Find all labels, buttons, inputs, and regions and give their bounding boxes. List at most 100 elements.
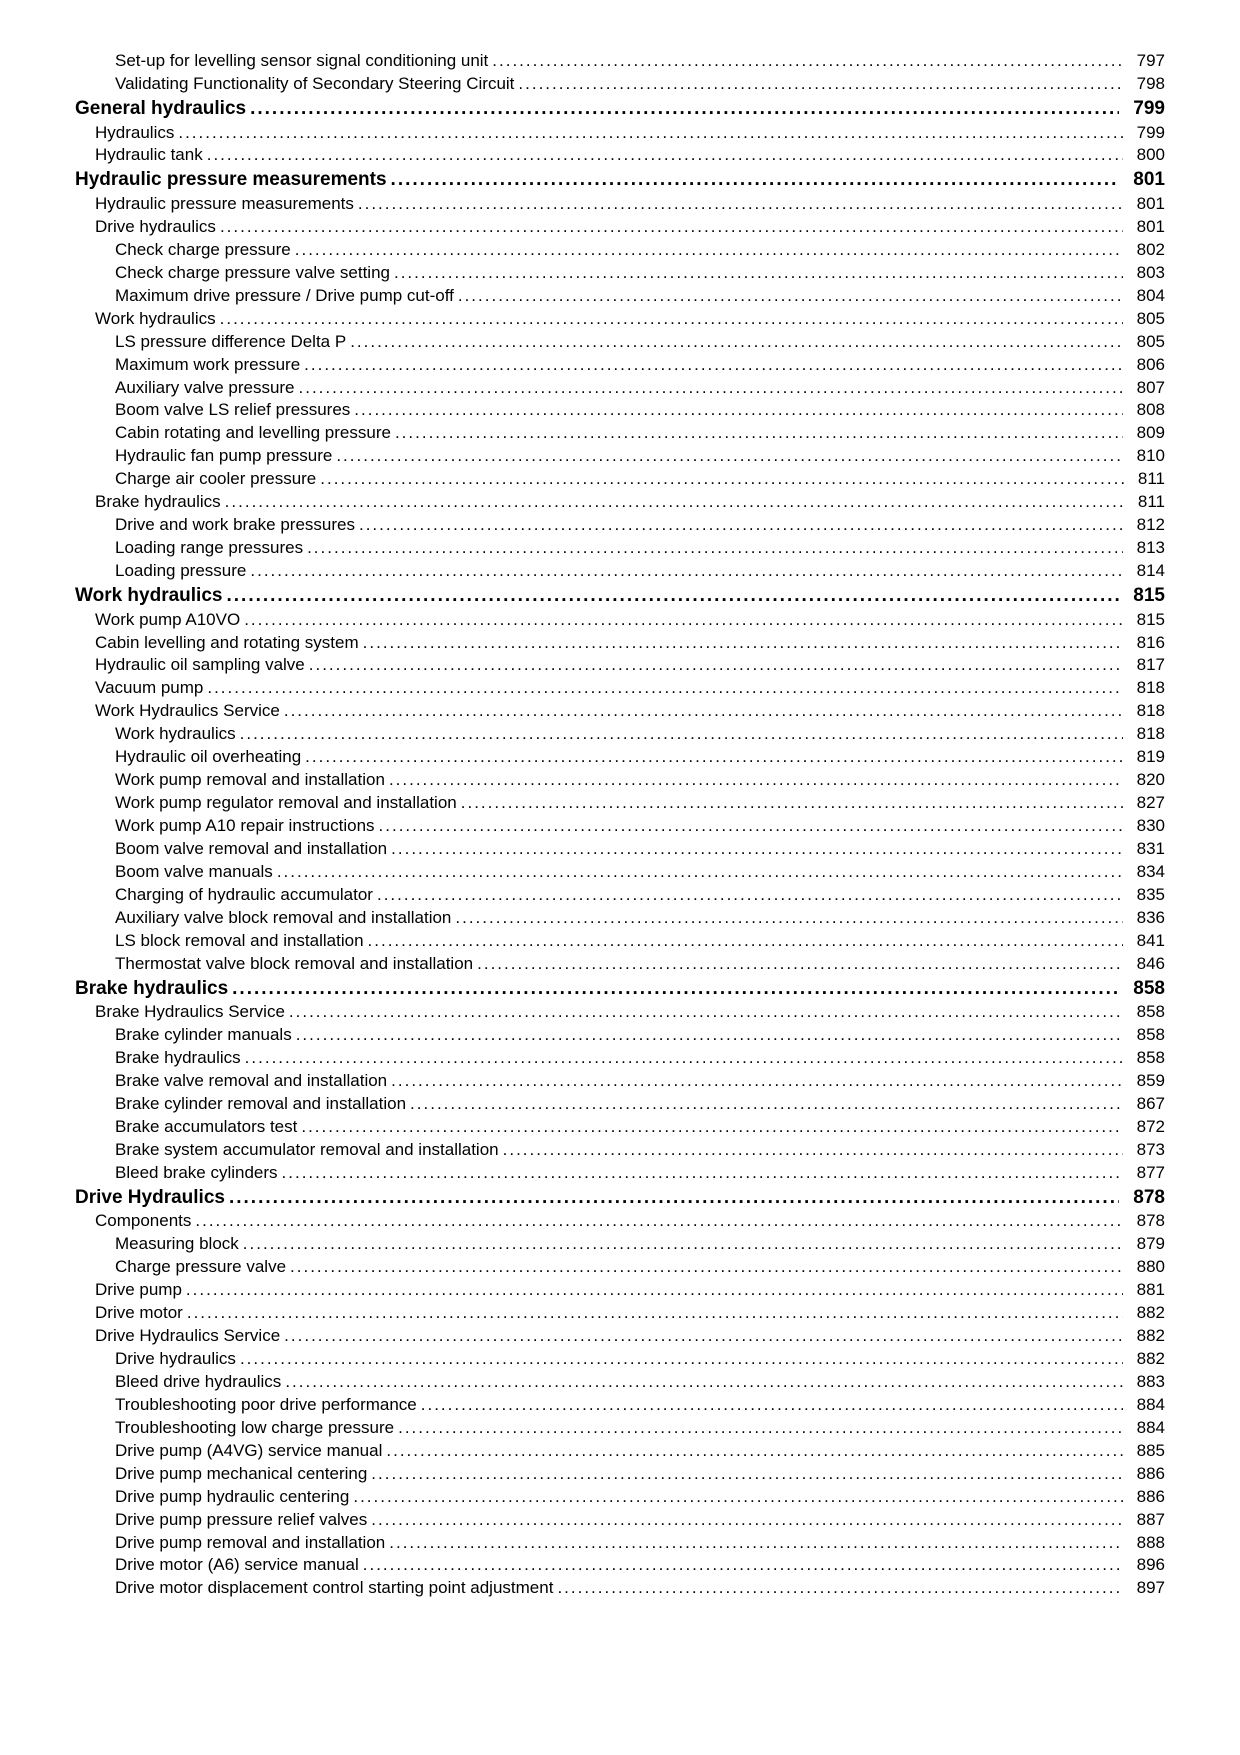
toc-entry[interactable]: Drive Hydraulics878 [75, 1185, 1165, 1211]
toc-entry[interactable]: Bleed drive hydraulics883 [75, 1371, 1165, 1394]
toc-entry[interactable]: Drive pump mechanical centering886 [75, 1463, 1165, 1486]
toc-entry-page: 817 [1127, 654, 1165, 677]
toc-entry[interactable]: Hydraulic pressure measurements801 [75, 167, 1165, 193]
toc-entry[interactable]: Bleed brake cylinders877 [75, 1162, 1165, 1185]
toc-entry[interactable]: Validating Functionality of Secondary St… [75, 73, 1165, 96]
toc-entry[interactable]: Hydraulic oil sampling valve817 [75, 654, 1165, 677]
toc-entry[interactable]: Drive pump pressure relief valves887 [75, 1509, 1165, 1532]
toc-dot-leader [377, 884, 1123, 907]
toc-entry[interactable]: Brake cylinder manuals858 [75, 1024, 1165, 1047]
toc-entry-page: 806 [1127, 354, 1165, 377]
toc-page: Set-up for levelling sensor signal condi… [0, 0, 1240, 1755]
toc-entry[interactable]: Auxiliary valve pressure807 [75, 377, 1165, 400]
toc-entry[interactable]: Drive pump (A4VG) service manual885 [75, 1440, 1165, 1463]
toc-entry-page: 813 [1127, 537, 1165, 560]
toc-entry-label: Thermostat valve block removal and insta… [115, 953, 473, 976]
toc-entry-label: Drive pump [95, 1279, 182, 1302]
toc-dot-leader [220, 308, 1123, 331]
toc-entry-page: 881 [1127, 1279, 1165, 1302]
toc-entry[interactable]: Vacuum pump818 [75, 677, 1165, 700]
toc-entry[interactable]: LS pressure difference Delta P805 [75, 331, 1165, 354]
toc-entry-page: 858 [1127, 1001, 1165, 1024]
toc-entry[interactable]: Work pump regulator removal and installa… [75, 792, 1165, 815]
toc-dot-leader [391, 838, 1122, 861]
toc-entry[interactable]: Brake Hydraulics Service858 [75, 1001, 1165, 1024]
toc-dot-leader [244, 609, 1122, 632]
toc-entry[interactable]: Auxiliary valve block removal and instal… [75, 907, 1165, 930]
toc-entry[interactable]: Drive motor (A6) service manual896 [75, 1554, 1165, 1577]
toc-entry[interactable]: Hydraulic pressure measurements801 [75, 193, 1165, 216]
toc-entry-page: 885 [1127, 1440, 1165, 1463]
toc-entry[interactable]: Work pump removal and installation820 [75, 769, 1165, 792]
toc-entry[interactable]: LS block removal and installation841 [75, 930, 1165, 953]
toc-entry[interactable]: Drive and work brake pressures812 [75, 514, 1165, 537]
toc-entry[interactable]: Brake hydraulics858 [75, 1047, 1165, 1070]
toc-entry[interactable]: Components878 [75, 1210, 1165, 1233]
toc-entry-page: 877 [1127, 1162, 1165, 1185]
toc-entry[interactable]: Brake cylinder removal and installation8… [75, 1093, 1165, 1116]
toc-entry[interactable]: Check charge pressure valve setting803 [75, 262, 1165, 285]
toc-entry[interactable]: Brake accumulators test872 [75, 1116, 1165, 1139]
toc-entry[interactable]: Loading range pressures813 [75, 537, 1165, 560]
toc-entry[interactable]: Charge air cooler pressure811 [75, 468, 1165, 491]
toc-entry[interactable]: Work Hydraulics Service818 [75, 700, 1165, 723]
toc-entry-page: 810 [1127, 445, 1165, 468]
toc-entry[interactable]: Drive motor882 [75, 1302, 1165, 1325]
toc-entry[interactable]: Work pump A10VO815 [75, 609, 1165, 632]
toc-entry[interactable]: Hydraulic oil overheating819 [75, 746, 1165, 769]
toc-entry[interactable]: Work hydraulics805 [75, 308, 1165, 331]
toc-entry[interactable]: Hydraulics799 [75, 122, 1165, 145]
toc-dot-leader [503, 1139, 1123, 1162]
toc-entry[interactable]: Charging of hydraulic accumulator 835 [75, 884, 1165, 907]
toc-entry-label: Drive and work brake pressures [115, 514, 355, 537]
toc-entry-label: Check charge pressure valve setting [115, 262, 390, 285]
toc-entry-label: Maximum drive pressure / Drive pump cut-… [115, 285, 454, 308]
toc-entry-page: 835 [1127, 884, 1165, 907]
toc-entry[interactable]: Work hydraulics815 [75, 583, 1165, 609]
toc-entry-label: Drive pump hydraulic centering [115, 1486, 349, 1509]
toc-entry[interactable]: Thermostat valve block removal and insta… [75, 953, 1165, 976]
toc-entry-label: Drive motor (A6) service manual [115, 1554, 359, 1577]
toc-entry-page: 867 [1127, 1093, 1165, 1116]
toc-entry[interactable]: Drive hydraulics801 [75, 216, 1165, 239]
toc-entry[interactable]: Brake hydraulics858 [75, 976, 1165, 1002]
toc-entry[interactable]: Brake hydraulics811 [75, 491, 1165, 514]
toc-entry[interactable]: Drive Hydraulics Service882 [75, 1325, 1165, 1348]
toc-entry[interactable]: Boom valve LS relief pressures808 [75, 399, 1165, 422]
toc-entry[interactable]: Drive hydraulics882 [75, 1348, 1165, 1371]
toc-entry[interactable]: Brake system accumulator removal and ins… [75, 1139, 1165, 1162]
toc-entry[interactable]: Troubleshooting poor drive performance88… [75, 1394, 1165, 1417]
toc-entry[interactable]: Drive pump removal and installation888 [75, 1532, 1165, 1555]
toc-entry[interactable]: Boom valve manuals834 [75, 861, 1165, 884]
toc-entry[interactable]: Check charge pressure802 [75, 239, 1165, 262]
toc-entry[interactable]: Drive pump 881 [75, 1279, 1165, 1302]
toc-entry-page: 897 [1127, 1577, 1165, 1600]
toc-entry[interactable]: Boom valve removal and installation831 [75, 838, 1165, 861]
toc-dot-leader [290, 1256, 1123, 1279]
toc-entry[interactable]: Maximum work pressure 806 [75, 354, 1165, 377]
toc-entry[interactable]: General hydraulics799 [75, 96, 1165, 122]
toc-dot-leader [371, 1463, 1122, 1486]
toc-entry[interactable]: Hydraulic fan pump pressure810 [75, 445, 1165, 468]
toc-entry-label: Maximum work pressure [115, 354, 300, 377]
toc-entry[interactable]: Set-up for levelling sensor signal condi… [75, 50, 1165, 73]
toc-entry[interactable]: Hydraulic tank800 [75, 144, 1165, 167]
toc-entry-page: 802 [1127, 239, 1165, 262]
toc-entry[interactable]: Loading pressure814 [75, 560, 1165, 583]
toc-entry[interactable]: Charge pressure valve880 [75, 1256, 1165, 1279]
toc-entry[interactable]: Work pump A10 repair instructions830 [75, 815, 1165, 838]
toc-entry-label: Brake system accumulator removal and ins… [115, 1139, 499, 1162]
toc-entry[interactable]: Maximum drive pressure / Drive pump cut-… [75, 285, 1165, 308]
toc-entry[interactable]: Cabin levelling and rotating system816 [75, 632, 1165, 655]
toc-entry[interactable]: Cabin rotating and levelling pressure809 [75, 422, 1165, 445]
toc-entry[interactable]: Work hydraulics818 [75, 723, 1165, 746]
toc-entry[interactable]: Drive pump hydraulic centering886 [75, 1486, 1165, 1509]
toc-entry[interactable]: Measuring block879 [75, 1233, 1165, 1256]
toc-entry[interactable]: Troubleshooting low charge pressure884 [75, 1417, 1165, 1440]
toc-entry[interactable]: Drive motor displacement control startin… [75, 1577, 1165, 1600]
toc-dot-leader [458, 285, 1123, 308]
toc-entry-page: 818 [1127, 723, 1165, 746]
toc-entry-label: Charging of hydraulic accumulator [115, 884, 373, 907]
toc-dot-leader [284, 1325, 1122, 1348]
toc-entry[interactable]: Brake valve removal and installation859 [75, 1070, 1165, 1093]
